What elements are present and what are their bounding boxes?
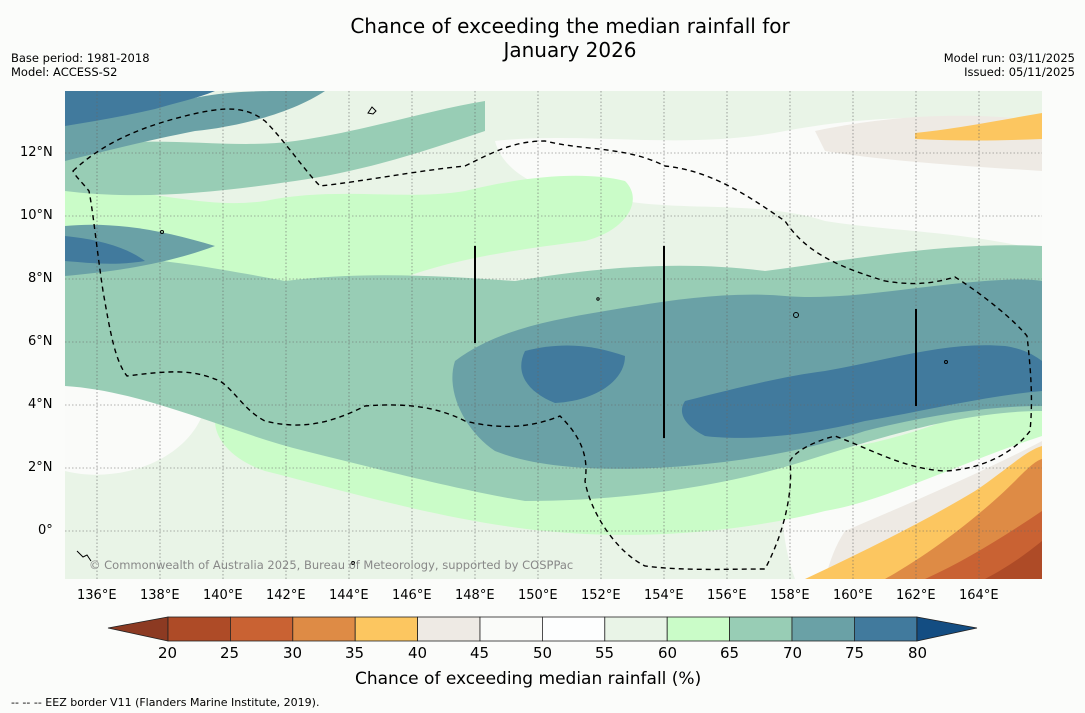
colorbar-bin — [604, 616, 668, 642]
colorbar-tick: 60 — [658, 644, 678, 662]
lat-label: 0° — [38, 523, 53, 538]
eez-border — [72, 108, 1033, 571]
colorbar-bin — [729, 616, 793, 642]
colorbar-tick: 65 — [720, 644, 740, 662]
colorbar-bin — [541, 616, 606, 642]
graticule — [65, 91, 1042, 579]
model-info: Base period: 1981-2018 Model: ACCESS-S2 — [11, 51, 150, 79]
copyright-text: © Commonwealth of Australia 2025, Bureau… — [89, 558, 573, 572]
lon-label: 164°E — [959, 588, 999, 603]
colorbar-label: Chance of exceeding median rainfall (%) — [355, 669, 702, 689]
colorbar-under-arrow — [107, 616, 169, 642]
region-25-30-southeast — [925, 511, 1042, 579]
lon-label: 146°E — [392, 588, 432, 603]
lat-label: 8°N — [28, 271, 53, 286]
lon-label: 138°E — [140, 588, 180, 603]
lon-label: 162°E — [896, 588, 936, 603]
map-title: Chance of exceeding the median rainfall … — [0, 14, 1085, 62]
lon-label: 136°E — [77, 588, 117, 603]
colorbar-tick: 35 — [345, 644, 365, 662]
model-name: Model: ACCESS-S2 — [11, 65, 118, 79]
eez-legend-note: -- -- -- EEZ border V11 (Flanders Marine… — [11, 696, 320, 709]
lon-label: 158°E — [770, 588, 810, 603]
run-info: Model run: 03/11/2025 Issued: 05/11/2025 — [944, 51, 1075, 79]
region-70-75-central — [452, 279, 1042, 469]
colorbar-tick: 80 — [908, 644, 928, 662]
lon-label: 160°E — [833, 588, 873, 603]
issued-date: Issued: 05/11/2025 — [964, 65, 1075, 79]
title-line-1: Chance of exceeding the median rainfall … — [350, 14, 790, 38]
colorbar-tick: 75 — [845, 644, 865, 662]
region-35-40-northeast — [915, 113, 1042, 141]
dateline-markers — [474, 246, 917, 438]
lon-label: 148°E — [455, 588, 495, 603]
colorbar-tick: 30 — [283, 644, 303, 662]
colorbar-tick: 70 — [783, 644, 803, 662]
colorbar-bin — [666, 616, 731, 642]
title-line-2: January 2026 — [503, 38, 637, 62]
colorbar-bin — [167, 616, 231, 642]
colorbar — [107, 616, 978, 642]
colorbar-bin — [791, 616, 855, 642]
region-75-80-northwest — [65, 91, 215, 126]
lon-label: 152°E — [581, 588, 621, 603]
region-75-80-west — [65, 236, 145, 264]
colorbar-bin — [417, 616, 481, 642]
colorbar-tick: 45 — [470, 644, 490, 662]
lon-label: 154°E — [644, 588, 684, 603]
colorbar-tick: 25 — [220, 644, 240, 662]
colorbar-bins — [167, 616, 918, 642]
rainfall-map: © Commonwealth of Australia 2025, Bureau… — [65, 91, 1042, 579]
lon-label: 156°E — [707, 588, 747, 603]
model-run-date: Model run: 03/11/2025 — [943, 51, 1075, 65]
region-65-70-north — [65, 101, 485, 196]
lat-label: 12°N — [20, 145, 53, 160]
region-75-80-east — [681, 345, 1042, 438]
lat-label: 10°N — [20, 208, 53, 223]
lon-label: 150°E — [518, 588, 558, 603]
islands — [76, 106, 948, 565]
colorbar-tick: 55 — [595, 644, 615, 662]
base-period: Base period: 1981-2018 — [11, 51, 150, 65]
colorbar-tick: 40 — [408, 644, 428, 662]
colorbar-bin — [479, 616, 543, 642]
region-75-80-central — [521, 345, 625, 403]
colorbar-bin — [354, 616, 418, 642]
colorbar-tick: 50 — [533, 644, 553, 662]
lat-label: 2°N — [28, 460, 53, 475]
colorbar-bin — [292, 616, 356, 642]
lat-label: 4°N — [28, 397, 53, 412]
lon-label: 144°E — [329, 588, 369, 603]
region-20-25-southeast — [985, 541, 1042, 579]
colorbar-bin — [230, 616, 294, 642]
colorbar-over-arrow — [916, 616, 978, 642]
lon-label: 140°E — [203, 588, 243, 603]
lon-label: 142°E — [266, 588, 306, 603]
colorbar-tick: 20 — [158, 644, 178, 662]
colorbar-bin — [854, 616, 918, 642]
lat-label: 6°N — [28, 334, 53, 349]
